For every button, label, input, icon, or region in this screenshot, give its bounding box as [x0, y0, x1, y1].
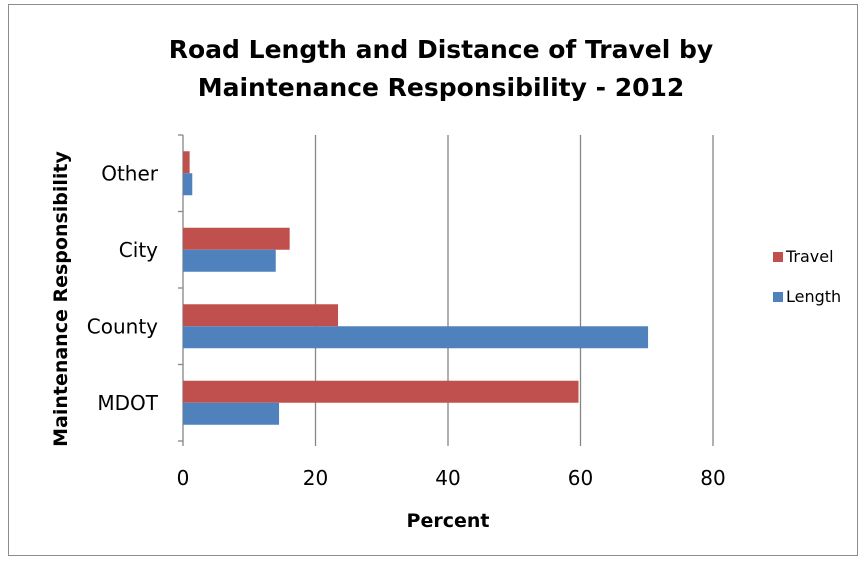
bar-length-county	[183, 326, 649, 349]
x-tick-label-40: 40	[435, 466, 460, 490]
x-tick-label-60: 60	[568, 466, 593, 490]
chart-title-line-2: Maintenance Responsibility - 2012	[198, 73, 685, 102]
chart-frame	[8, 4, 858, 556]
legend-swatch-travel	[773, 252, 783, 262]
y-axis-title: Maintenance Responsibility	[50, 150, 72, 446]
x-tick-labels: 0 20 40 60 80	[177, 466, 726, 490]
bar-length-mdot	[183, 402, 280, 425]
bar-length-other	[183, 173, 193, 196]
legend: Travel Length	[773, 247, 841, 306]
x-tick-label-20: 20	[303, 466, 328, 490]
category-label-mdot: MDOT	[97, 391, 158, 415]
bar-length-city	[183, 249, 276, 272]
bar-travel-other	[183, 151, 190, 174]
x-axis-title: Percent	[407, 510, 490, 532]
bar-travel-mdot	[183, 380, 579, 403]
category-labels: MDOT County City Other	[87, 161, 159, 415]
category-label-other: Other	[101, 161, 159, 185]
x-tick-label-0: 0	[177, 466, 190, 490]
bars	[183, 151, 649, 425]
category-label-county: County	[87, 314, 158, 338]
legend-label-length: Length	[786, 287, 841, 306]
legend-swatch-length	[773, 292, 783, 302]
bar-travel-county	[183, 304, 339, 327]
category-label-city: City	[119, 238, 158, 262]
bar-travel-city	[183, 227, 290, 250]
chart-title-line-1: Road Length and Distance of Travel by	[169, 35, 713, 64]
legend-label-travel: Travel	[785, 247, 834, 266]
x-tick-label-80: 80	[700, 466, 725, 490]
